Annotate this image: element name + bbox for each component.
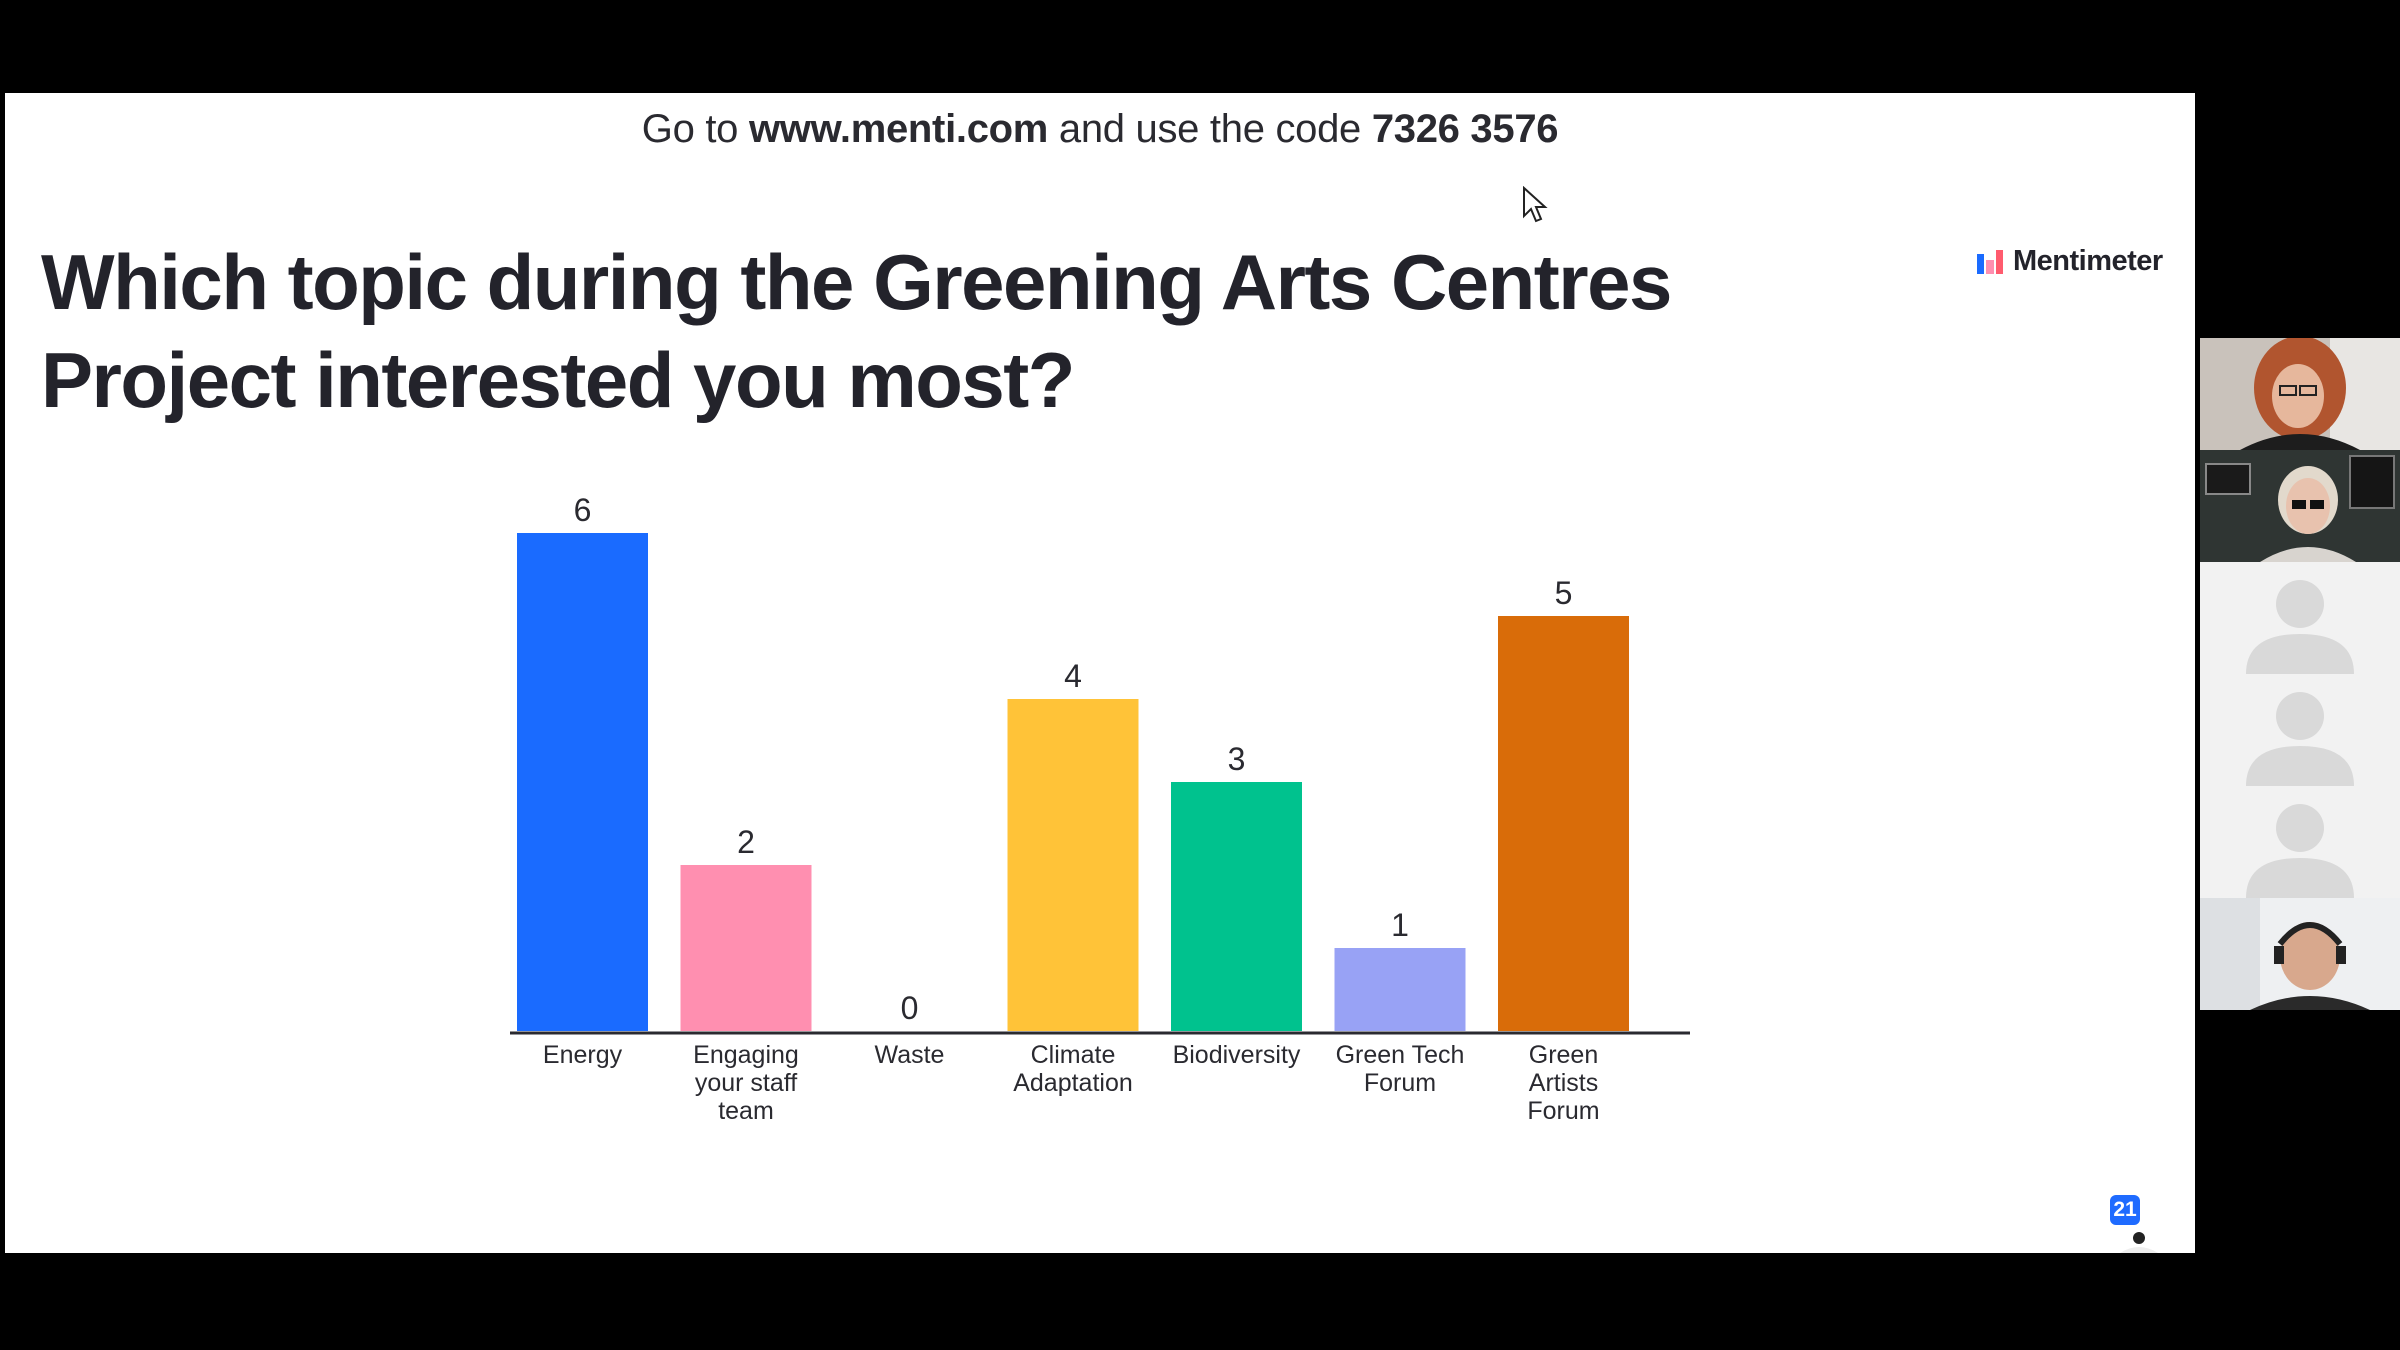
participant-tile-1[interactable] xyxy=(2200,338,2400,450)
category-label-line: Green Tech xyxy=(1336,1041,1465,1069)
category-label: Energy xyxy=(543,1041,623,1069)
category-label-line: Engaging xyxy=(693,1041,799,1069)
participant-tile-3[interactable] xyxy=(2200,562,2400,674)
bar-chart: 6 2 0 4 3 1 5 Energy Engaging your staff team Wast… xyxy=(510,492,1690,1125)
bar-3 xyxy=(1007,699,1139,1031)
bar-value-label: 4 xyxy=(1064,658,1082,694)
person-placeholder-icon xyxy=(2200,786,2400,898)
category-label: Waste xyxy=(875,1041,945,1069)
person-placeholder-icon xyxy=(2200,674,2400,786)
join-code: 7326 3576 xyxy=(1371,107,1559,151)
category-label-line: Forum xyxy=(1364,1069,1436,1097)
join-url[interactable]: www.menti.com xyxy=(748,107,1049,151)
mentimeter-logo: Mentimeter xyxy=(1977,245,2163,278)
category-label-line: Energy xyxy=(543,1041,623,1069)
participant-video-3 xyxy=(2200,898,2400,1010)
participant-tile-6[interactable] xyxy=(2200,898,2400,1010)
response-count-badge: 21 xyxy=(2110,1195,2140,1225)
category-label-line: Climate xyxy=(1031,1041,1116,1069)
bar-0 xyxy=(517,533,648,1031)
category-label-line: Adaptation xyxy=(1013,1069,1133,1097)
presentation-slide: Go to www.menti.com and use the code 732… xyxy=(5,93,2195,1253)
join-prefix: Go to xyxy=(641,107,739,151)
join-instructions: Go to www.menti.com and use the code 732… xyxy=(5,107,2195,152)
category-label-line: Forum xyxy=(1527,1097,1599,1125)
category-label-line: your staff xyxy=(695,1069,797,1097)
bar-value-label: 1 xyxy=(1391,907,1409,943)
participant-video-2 xyxy=(2200,450,2400,562)
participant-video-1 xyxy=(2200,338,2400,450)
category-label: Green Artists Forum xyxy=(1527,1041,1599,1125)
bar-1 xyxy=(680,865,812,1031)
join-middle: and use the code xyxy=(1058,107,1361,151)
bar-5 xyxy=(1334,948,1466,1031)
brand-name: Mentimeter xyxy=(2013,245,2163,277)
bar-4 xyxy=(1171,782,1302,1031)
participant-tile-5[interactable] xyxy=(2200,786,2400,898)
person-icon xyxy=(2120,1232,2158,1253)
category-label: Climate Adaptation xyxy=(1013,1041,1133,1097)
category-label: Green Tech Forum xyxy=(1336,1041,1465,1097)
chart-bars: 6 2 0 4 3 1 5 xyxy=(517,492,1629,1031)
category-label-line: Waste xyxy=(875,1041,945,1069)
participant-tile-4[interactable] xyxy=(2200,674,2400,786)
question-title: Which topic during the Greening Arts Cen… xyxy=(41,238,1672,424)
chart-category-labels: Energy Engaging your staff team Waste Climate… xyxy=(543,1041,1600,1125)
bar-6 xyxy=(1498,616,1629,1031)
bar-value-label: 6 xyxy=(574,492,592,528)
bar-value-label: 3 xyxy=(1228,741,1246,777)
person-placeholder-icon xyxy=(2200,562,2400,674)
category-label-line: Biodiversity xyxy=(1173,1041,1301,1069)
category-label-line: Artists xyxy=(1529,1069,1598,1097)
participant-tile-2[interactable] xyxy=(2200,450,2400,562)
mouse-cursor-icon xyxy=(1523,186,1548,223)
bar-value-label: 2 xyxy=(737,824,755,860)
category-label-line: Green xyxy=(1529,1041,1598,1069)
mentimeter-logo-icon xyxy=(1977,249,2003,274)
participant-strip xyxy=(2200,338,2400,1010)
bar-value-label: 0 xyxy=(901,990,919,1026)
bar-value-label: 5 xyxy=(1555,575,1573,611)
category-label: Biodiversity xyxy=(1173,1041,1301,1069)
category-label: Engaging your staff team xyxy=(693,1041,799,1125)
category-label-line: team xyxy=(718,1097,774,1125)
